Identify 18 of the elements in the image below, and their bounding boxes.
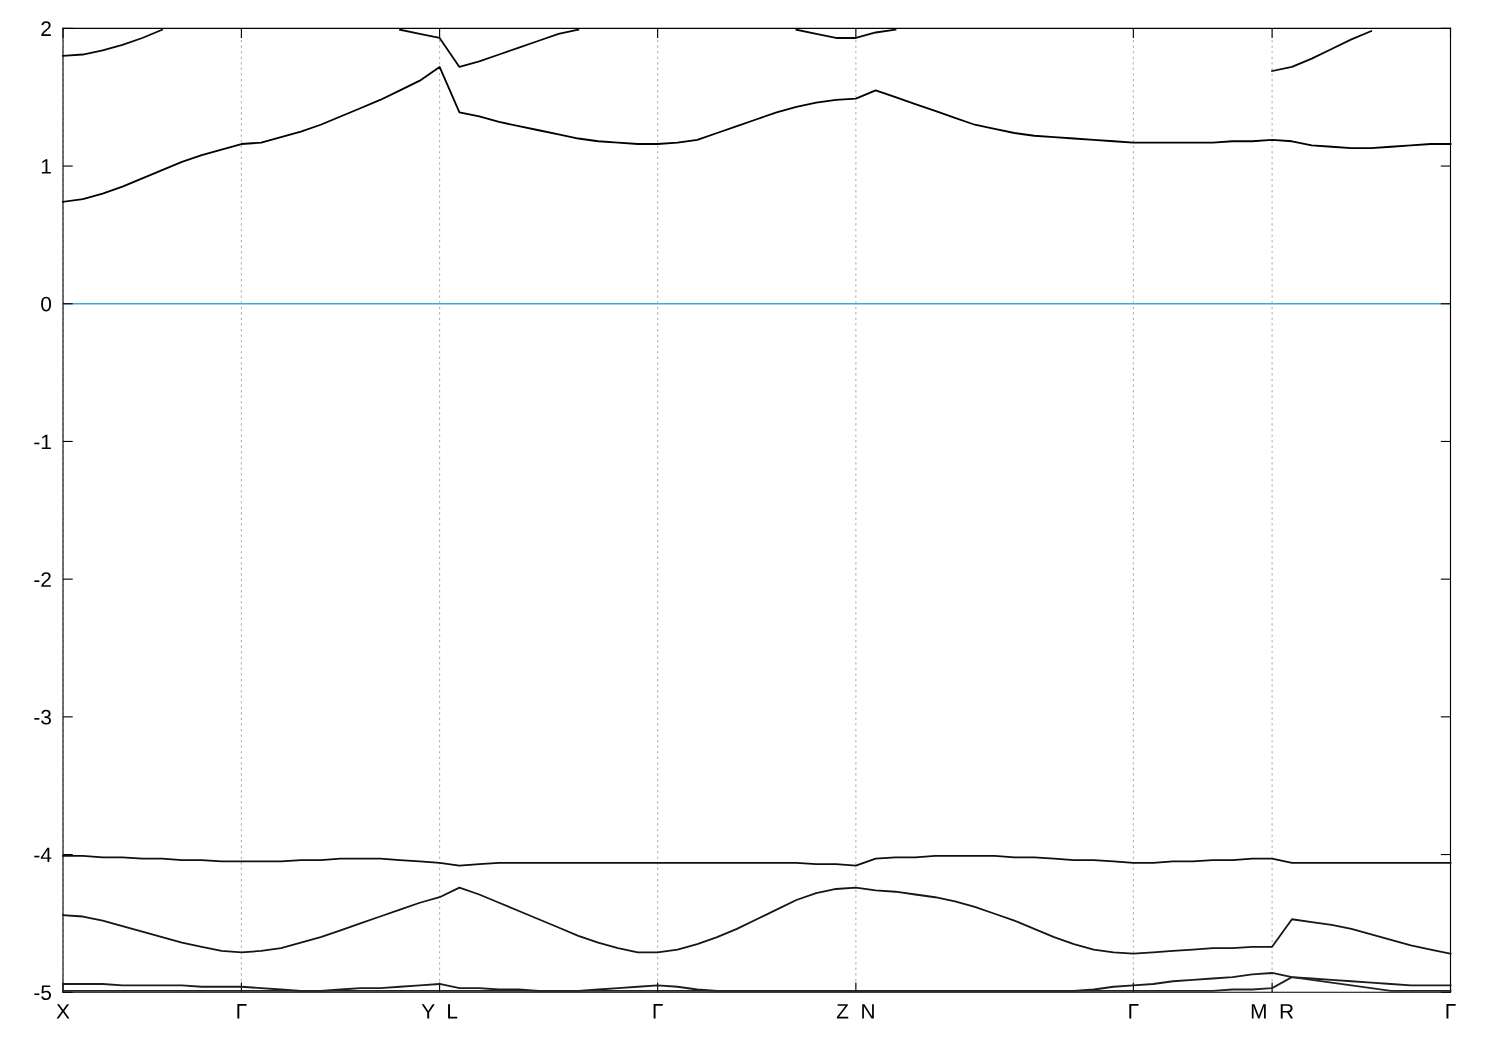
y-tick-label: -2 [34, 572, 51, 587]
x-tick-label: M R [1251, 1004, 1294, 1019]
y-tick-label: 0 [41, 296, 52, 312]
x-tick-label: X [56, 1004, 70, 1019]
x-tick-label: Γ [1129, 1004, 1139, 1019]
x-tick-label: Γ [653, 1004, 663, 1019]
x-tick-label: Y L [421, 1004, 458, 1019]
x-tick-label: Z N [836, 1004, 874, 1019]
y-tick-label: -5 [34, 985, 52, 1000]
y-tick-label: 1 [41, 159, 51, 174]
line-series [62, 855, 1452, 867]
y-tick-label: -4 [34, 847, 52, 863]
y-tick-label: -3 [34, 709, 51, 725]
y-tick-label: -1 [34, 434, 51, 449]
x-tick-label: Γ [1446, 1004, 1456, 1019]
y-tick-label: 2 [41, 21, 51, 36]
line-series [62, 886, 1452, 955]
x-tick-label: Γ [237, 1004, 247, 1019]
